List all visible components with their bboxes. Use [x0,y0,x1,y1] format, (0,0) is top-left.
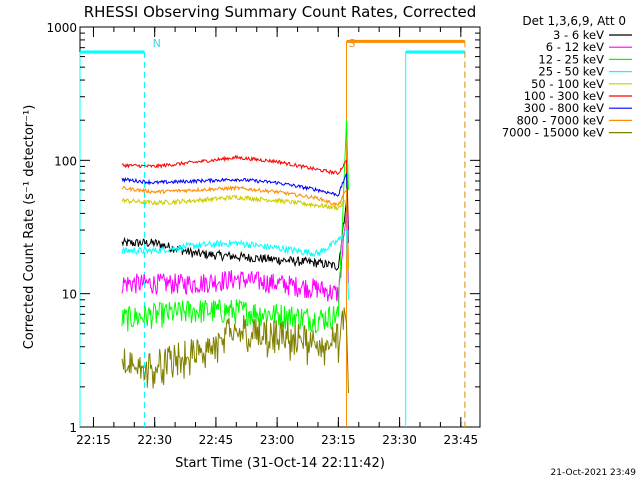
series-layer [121,120,349,394]
chart-title: RHESSI Observing Summary Count Rates, Co… [84,3,477,21]
legend-label: 800 - 7000 keV [516,113,604,127]
legend-label: 12 - 25 keV [538,52,604,66]
y-tick-label: 100 [54,154,77,168]
annotation-n: N [153,37,161,50]
x-tick-label: 22:45 [199,433,234,447]
x-tick-label: 22:15 [76,433,111,447]
legend-label: 7000 - 15000 keV [502,126,604,140]
series-line [121,184,349,260]
legend-label: 25 - 50 keV [538,65,604,79]
legend-label: 100 - 300 keV [524,89,604,103]
annotation-s: S [349,37,356,50]
legend-label: 6 - 12 keV [546,40,604,54]
legend-title: Det 1,3,6,9, Att 0 [522,14,626,28]
series-line [121,173,349,244]
x-tick-label: 23:45 [444,433,479,447]
series-line [121,307,349,394]
plot-area [79,26,481,428]
series-line [121,229,349,300]
x-tick-label: 23:00 [260,433,295,447]
legend-label: 300 - 800 keV [524,101,604,115]
y-tick-label: 1000 [46,21,77,35]
legend-label: 3 - 6 keV [553,28,604,42]
y-tick-label: 10 [62,288,77,302]
series-line [121,200,349,271]
axes-layer: 22:15 22:30 22:45 23:00 23:15 23:30 23:45 1 10 10… [46,21,480,447]
series-line [121,154,349,231]
x-tick-label: 23:30 [382,433,417,447]
footer-timestamp: 21-Oct-2021 23:49 [551,468,637,478]
series-line [121,213,349,303]
y-axis-label: Corrected Count Rate (s⁻¹ detector⁻¹) [22,105,37,350]
x-axis-label: Start Time (31-Oct-14 22:11:42) [175,456,385,471]
series-line [121,120,349,334]
x-tick-label: 23:15 [321,433,356,447]
legend-label: 50 - 100 keV [531,77,604,91]
x-tick-label: 22:30 [137,433,172,447]
y-tick-label: 1 [69,421,77,435]
series-line [121,194,349,271]
